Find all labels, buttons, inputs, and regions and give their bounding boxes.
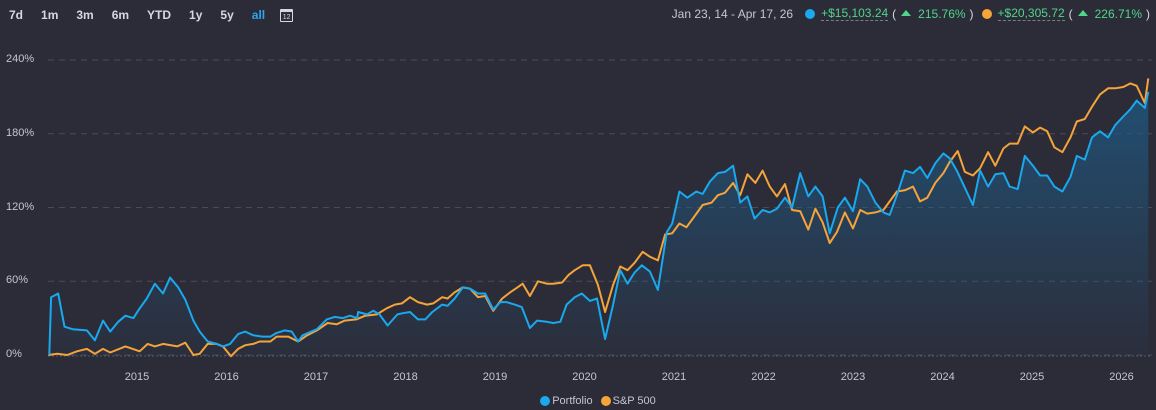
benchmark-pct: 226.71% [1094, 6, 1142, 21]
portfolio-area [49, 92, 1149, 355]
legend-label: Portfolio [552, 395, 593, 407]
portfolio-dot-icon [805, 8, 816, 19]
y-tick-label: 180% [6, 126, 35, 139]
y-tick-label: 240% [6, 53, 35, 65]
performance-summary: Jan 23, 14 - Apr 17, 26 +$15,103.24 (215… [672, 6, 1150, 21]
paren-open: ( [892, 6, 897, 21]
benchmark-dot-icon [981, 8, 992, 19]
range-1m-button[interactable]: 1m [41, 8, 59, 22]
legend-sp500[interactable]: S&P 500 [600, 395, 656, 407]
x-tick-label: 2015 [124, 371, 150, 383]
x-tick-label: 2017 [303, 371, 329, 383]
range-all-button[interactable]: all [251, 8, 266, 22]
x-tick-label: 2019 [482, 371, 508, 383]
paren-close: ) [969, 6, 974, 21]
x-tick-label: 2025 [1019, 371, 1045, 383]
y-tick-label: 60% [6, 274, 29, 287]
x-tick-label: 2022 [751, 371, 776, 383]
date-range: Jan 23, 14 - Apr 17, 26 [671, 6, 794, 21]
sp500-line [48, 78, 1150, 358]
range-7d-button[interactable]: 7d [9, 8, 24, 22]
x-tick-label: 2026 [1109, 371, 1134, 383]
portfolio-line [48, 91, 1150, 356]
x-tick-label: 2024 [930, 371, 955, 383]
calendar-icon[interactable]: 12 [280, 8, 294, 22]
range-3m-button[interactable]: 3m [76, 8, 94, 22]
legend-portfolio[interactable]: Portfolio [540, 395, 593, 407]
benchmark-gain[interactable]: +$20,305.72 [997, 6, 1065, 21]
portfolio-dot-icon [540, 396, 551, 406]
chart-legend: Portfolio S&P 500 [0, 395, 1156, 407]
portfolio-pct: 215.76% [918, 6, 966, 21]
x-tick-label: 2018 [393, 371, 418, 383]
range-6m-button[interactable]: 6m [111, 8, 130, 22]
up-triangle-icon [901, 10, 912, 16]
y-tick-label: 120% [6, 200, 35, 213]
range-1y-button[interactable]: 1y [189, 8, 203, 22]
paren-open: ( [1068, 6, 1073, 21]
range-ytd-button[interactable]: YTD [147, 8, 172, 22]
range-selector: 7d 1m 3m 6m YTD 1y 5y all 12 [0, 4, 294, 26]
benchmark-dot-icon [600, 396, 611, 406]
x-tick-label: 2023 [840, 371, 866, 383]
y-tick-label: 0% [6, 348, 22, 360]
x-tick-label: 2016 [214, 371, 239, 383]
x-tick-label: 2021 [661, 371, 687, 383]
x-tick-label: 2020 [572, 371, 597, 383]
portfolio-gain[interactable]: +$15,103.24 [821, 6, 889, 21]
range-5y-button[interactable]: 5y [220, 8, 234, 22]
up-triangle-icon [1077, 10, 1088, 16]
paren-close: ) [1146, 6, 1150, 21]
legend-label: S&P 500 [612, 395, 656, 407]
